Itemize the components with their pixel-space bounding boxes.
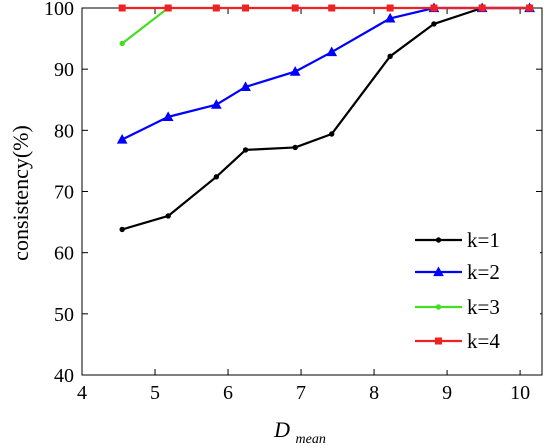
- legend-label: k=3: [467, 295, 500, 319]
- data-point: [240, 81, 251, 92]
- legend: k=1 k=2 k=3 k=4: [400, 220, 540, 370]
- data-point: [212, 4, 220, 12]
- data-point: [387, 53, 393, 60]
- data-point: [430, 4, 438, 12]
- data-point: [162, 111, 174, 121]
- legend-item: k=2: [415, 260, 500, 284]
- series-line: [121, 7, 169, 45]
- data-point: [326, 46, 338, 57]
- data-point: [213, 174, 220, 180]
- y-tick-label: 100: [44, 0, 74, 20]
- data-point: [384, 12, 396, 23]
- y-tick-label: 50: [54, 304, 74, 326]
- y-tick-label: 80: [54, 120, 74, 142]
- legend-marker: [435, 237, 442, 243]
- legend-item: k=3: [415, 295, 500, 319]
- data-point: [386, 4, 394, 12]
- legend-label: k=4: [467, 329, 500, 353]
- data-point: [242, 147, 249, 153]
- data-point: [210, 99, 222, 109]
- data-point: [329, 131, 335, 137]
- series-4: [118, 4, 534, 12]
- y-axis-label: consistency(%): [8, 125, 33, 261]
- data-point: [478, 4, 486, 12]
- legend-marker: [435, 304, 442, 310]
- x-tick-label: 6: [223, 382, 233, 404]
- x-tick-label: 10: [510, 382, 530, 404]
- data-point: [291, 4, 299, 12]
- legend-marker: [433, 266, 444, 277]
- data-point: [526, 4, 534, 12]
- x-tick-label: 8: [369, 382, 379, 404]
- legend-item: k=1: [415, 228, 500, 252]
- x-tick-label: 9: [442, 382, 452, 404]
- x-axis-label: D mean: [273, 417, 326, 447]
- x-tick-label: 4: [77, 382, 87, 404]
- x-axis-label-subscript: mean: [296, 432, 326, 447]
- series-line: [121, 6, 530, 231]
- data-point: [292, 144, 298, 151]
- legend-label: k=2: [467, 260, 500, 284]
- y-tick-label: 40: [54, 365, 74, 387]
- y-tick-label: 70: [54, 182, 74, 204]
- legend-marker: [435, 337, 442, 345]
- legend-box: [400, 220, 540, 370]
- data-point: [118, 4, 126, 12]
- data-point: [119, 40, 125, 47]
- data-point: [165, 213, 171, 219]
- legend-label: k=1: [467, 228, 500, 252]
- data-point: [119, 226, 125, 233]
- x-axis-label-main: D: [273, 417, 290, 442]
- x-tick-label: 5: [150, 382, 160, 404]
- y-tick-label: 90: [54, 59, 74, 81]
- data-point: [164, 4, 172, 12]
- data-point: [289, 66, 301, 76]
- axis-ticks: 4 5 6 7 8 9 10 40 50 60 70 80 90 100: [44, 0, 542, 404]
- data-point: [116, 133, 128, 144]
- legend-item: k=4: [415, 329, 500, 353]
- data-point: [242, 4, 250, 12]
- series-layer: [116, 2, 535, 233]
- y-tick-label: 60: [54, 243, 74, 265]
- data-point: [328, 4, 336, 12]
- data-point: [431, 21, 437, 27]
- x-tick-label: 7: [296, 382, 306, 404]
